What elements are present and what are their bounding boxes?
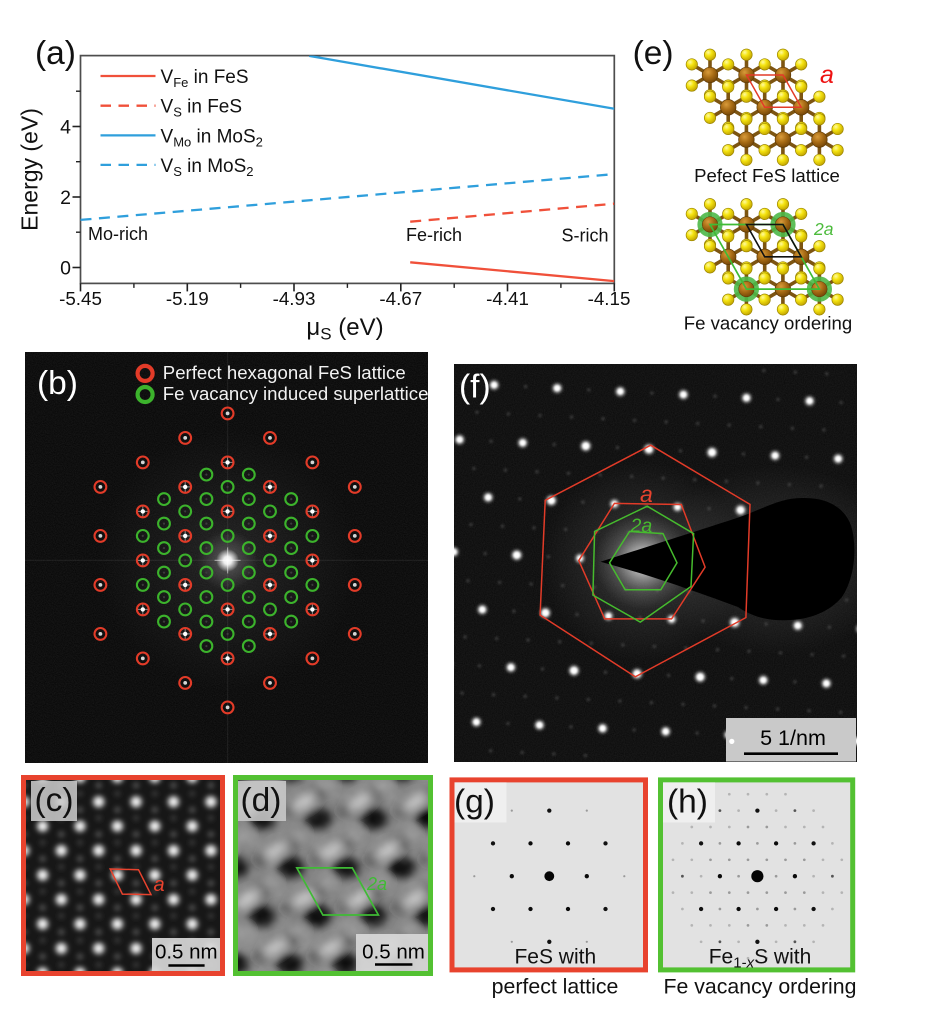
svg-text:Pefect FeS lattice: Pefect FeS lattice: [694, 165, 840, 186]
svg-text:-5.45: -5.45: [59, 288, 102, 309]
svg-text:2a: 2a: [813, 219, 834, 239]
svg-text:2a: 2a: [630, 515, 653, 537]
svg-text:(a): (a): [35, 35, 76, 72]
svg-text:Mo-rich: Mo-rich: [88, 224, 148, 244]
svg-text:2: 2: [60, 187, 71, 209]
svg-text:0.5 nm: 0.5 nm: [155, 941, 218, 964]
svg-text:perfect lattice: perfect lattice: [492, 975, 619, 999]
svg-text:-5.19: -5.19: [166, 288, 209, 309]
svg-text:Fe vacancy induced superlattic: Fe vacancy induced superlattice: [163, 383, 429, 404]
svg-text:Perfect hexagonal FeS lattice: Perfect hexagonal FeS lattice: [163, 362, 406, 383]
svg-text:2a: 2a: [366, 874, 387, 894]
svg-text:VS in FeS: VS in FeS: [161, 97, 243, 120]
svg-text:0.5 nm: 0.5 nm: [362, 941, 425, 964]
svg-text:Fe1-xS with: Fe1-xS with: [709, 946, 812, 972]
svg-text:-4.67: -4.67: [379, 288, 422, 309]
svg-text:Fe vacancy ordering: Fe vacancy ordering: [684, 313, 852, 334]
svg-text:VMo in MoS2: VMo in MoS2: [161, 126, 263, 149]
svg-text:a: a: [820, 61, 834, 89]
svg-text:FeS with: FeS with: [514, 946, 596, 969]
svg-text:(d): (d): [241, 782, 282, 819]
svg-text:4: 4: [60, 116, 71, 138]
svg-text:0: 0: [60, 257, 71, 279]
svg-text:-4.93: -4.93: [273, 288, 316, 309]
svg-text:(c): (c): [35, 782, 74, 819]
svg-text:a: a: [154, 874, 165, 896]
svg-text:(h): (h): [667, 784, 708, 821]
svg-text:(f): (f): [459, 369, 491, 406]
svg-text:Fe-rich: Fe-rich: [406, 225, 462, 245]
svg-text:VS in MoS2: VS in MoS2: [161, 156, 254, 179]
svg-text:(b): (b): [37, 365, 78, 402]
svg-text:5 1/nm: 5 1/nm: [760, 726, 826, 750]
svg-text:S-rich: S-rich: [561, 226, 608, 246]
svg-text:Energy (eV): Energy (eV): [17, 108, 43, 231]
svg-text:μS (eV): μS (eV): [306, 314, 383, 344]
svg-text:(g): (g): [454, 784, 495, 821]
svg-text:Fe vacancy ordering: Fe vacancy ordering: [664, 975, 857, 999]
svg-text:-4.15: -4.15: [588, 288, 631, 309]
svg-text:-4.41: -4.41: [486, 288, 529, 309]
svg-text:(e): (e): [633, 35, 674, 72]
svg-text:a: a: [640, 481, 653, 507]
